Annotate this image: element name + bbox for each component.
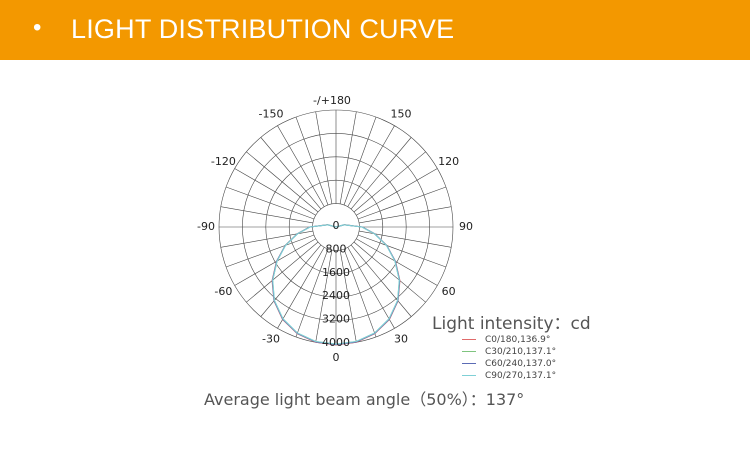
grid-spoke <box>246 241 319 303</box>
grid-spoke <box>353 241 426 303</box>
legend-item-c0: C0/180,136.9° <box>462 334 556 346</box>
grid-spoke <box>357 186 447 220</box>
grid-spoke <box>350 137 412 210</box>
legend-label-c0: C0/180,136.9° <box>485 335 551 345</box>
legend-swatch-c90 <box>462 375 476 376</box>
grid-spoke <box>347 247 395 329</box>
angle-label-7: 60 <box>442 285 456 298</box>
radial-tick-2: 1600 <box>322 266 350 279</box>
radial-tick-5: 4000 <box>322 336 350 349</box>
legend-label-c90: C90/270,137.1° <box>485 371 557 381</box>
legend: C0/180,136.9° C30/210,137.1° C60/240,137… <box>462 334 556 382</box>
legend-item-c60: C60/240,137.0° <box>462 358 556 370</box>
chart-labels: -/+180 150 -150 120 -120 90 -90 60 -60 30 -30 0 0 800… <box>197 94 473 364</box>
grid-spoke <box>277 247 325 329</box>
grid-spoke <box>225 234 315 268</box>
grid-spoke <box>315 249 333 343</box>
grid-spoke <box>339 249 357 343</box>
grid-spoke <box>234 238 316 286</box>
grid-spoke <box>260 244 322 317</box>
grid-spoke <box>353 151 426 213</box>
radial-tick-0: 0 <box>333 219 340 232</box>
grid-spoke <box>358 206 452 224</box>
grid-spoke <box>246 151 319 213</box>
angle-label-9: 30 <box>394 333 408 346</box>
grid-spoke <box>339 111 357 205</box>
beam-angle-note: Average light beam angle（50%）：137° <box>204 390 525 409</box>
angle-label-1: 150 <box>391 107 412 120</box>
grid-spoke <box>356 168 438 216</box>
legend-swatch-c0 <box>462 339 476 340</box>
grid-spoke <box>277 125 325 207</box>
radial-tick-3: 2400 <box>322 289 350 302</box>
angle-label-11: 0 <box>333 351 340 364</box>
legend-item-c30: C30/210,137.1° <box>462 346 556 358</box>
grid-spoke <box>295 248 329 338</box>
grid-spoke <box>357 234 447 268</box>
grid-spoke <box>350 244 412 317</box>
radial-tick-4: 3200 <box>322 313 350 326</box>
grid-spoke <box>343 248 377 338</box>
grid-spoke <box>343 116 377 206</box>
legend-label-c30: C30/210,137.1° <box>485 347 557 357</box>
grid-spoke <box>260 137 322 210</box>
legend-swatch-c60 <box>462 363 476 364</box>
grid-spoke <box>220 206 314 224</box>
polar-grid <box>218 109 454 345</box>
intensity-curves <box>271 224 401 346</box>
header-bullet: • <box>33 14 42 41</box>
header-bar: • LIGHT DISTRIBUTION CURVE <box>0 0 750 60</box>
angle-label-8: -60 <box>214 285 232 298</box>
grid-spoke <box>234 168 316 216</box>
page-title: LIGHT DISTRIBUTION CURVE <box>71 14 455 44</box>
angle-label-0: -/+180 <box>313 94 351 107</box>
grid-spoke <box>225 186 315 220</box>
angle-label-5: 90 <box>459 220 473 233</box>
grid-spoke <box>315 111 333 205</box>
radial-tick-1: 800 <box>326 242 347 255</box>
angle-label-2: -150 <box>259 107 284 120</box>
curve-series-3 <box>272 224 400 345</box>
legend-swatch-c30 <box>462 351 476 352</box>
grid-spoke <box>295 116 329 206</box>
angle-label-4: -120 <box>211 155 236 168</box>
angle-label-10: -30 <box>262 333 280 346</box>
legend-label-c60: C60/240,137.0° <box>485 359 557 369</box>
grid-spoke <box>347 125 395 207</box>
unit-label: Light intensity：cd <box>432 314 591 334</box>
legend-item-c90: C90/270,137.1° <box>462 370 556 382</box>
angle-label-6: -90 <box>197 220 215 233</box>
angle-label-3: 120 <box>438 155 459 168</box>
grid-spoke <box>356 238 438 286</box>
